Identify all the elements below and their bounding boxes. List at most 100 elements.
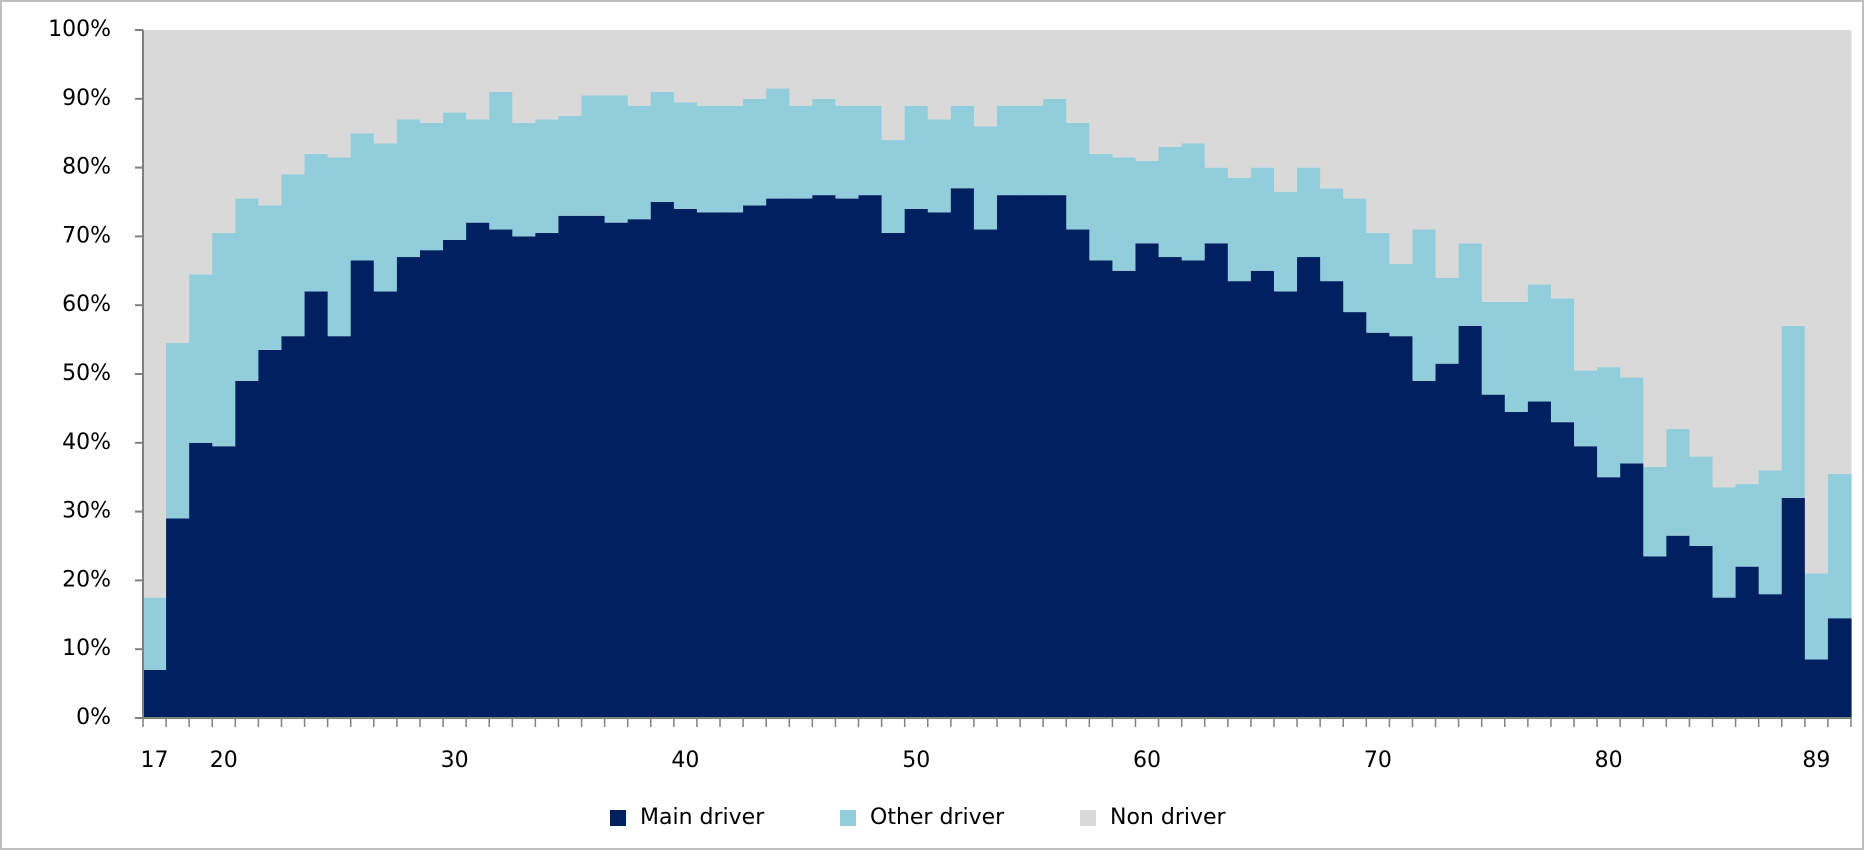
bar-segment (1804, 573, 1829, 660)
bar-segment (1435, 277, 1460, 364)
bar-segment (419, 122, 444, 251)
bar-segment (1550, 298, 1575, 423)
bar-segment (812, 98, 837, 196)
bar-segment (1666, 429, 1691, 536)
bar-segment (1574, 370, 1598, 447)
bar-segment (235, 198, 260, 381)
bar-segment (1435, 363, 1460, 718)
bar-segment (419, 250, 444, 718)
x-tick-label: 40 (671, 748, 699, 773)
bar-segment (973, 126, 998, 230)
bar-segment (1343, 198, 1367, 313)
bar-segment (1504, 301, 1529, 412)
bar-segment (1089, 260, 1114, 718)
y-tick-label: 30% (62, 499, 111, 524)
bar-segment (1135, 30, 1160, 161)
bar-segment (650, 91, 675, 202)
bar-segment (1758, 470, 1783, 595)
bar-segment (350, 30, 375, 134)
bar-segment (1643, 556, 1667, 718)
bar-segment (258, 349, 283, 718)
bar-segment (1758, 594, 1783, 718)
bar-segment (1620, 30, 1644, 378)
bar-segment (1620, 463, 1644, 718)
bar-segment (558, 30, 583, 116)
bar-segment (1227, 30, 1252, 178)
legend-label: Other driver (870, 805, 1005, 830)
bar-segment (1712, 30, 1737, 488)
bar-segment (1666, 30, 1691, 430)
bar-segment (835, 198, 860, 718)
bar-segment (350, 260, 375, 718)
bar-segment (350, 133, 375, 261)
bar-segment (1620, 377, 1644, 464)
bar-segment (1020, 30, 1044, 106)
bar-segment (512, 30, 536, 123)
bar-segment (766, 88, 790, 199)
bar-segment (1435, 30, 1460, 278)
bar-segment (1320, 30, 1344, 189)
bar-segment (1481, 301, 1506, 395)
bar-segment (1297, 167, 1321, 258)
bar-segment (1066, 30, 1090, 123)
bar-segment (604, 222, 629, 718)
bar-segment (143, 30, 167, 598)
legend-label: Non driver (1110, 805, 1227, 830)
bar-segment (1343, 312, 1367, 718)
bar-segment (1204, 243, 1229, 718)
bar-segment (1574, 30, 1598, 371)
bar-segment (604, 30, 629, 96)
bar-segment (1320, 188, 1344, 282)
x-tick-label: 50 (902, 748, 930, 773)
bar-segment (789, 198, 813, 718)
bar-segment (396, 30, 421, 120)
bar-segment (1527, 401, 1552, 718)
bar-segment (997, 105, 1021, 196)
bar-segment (166, 30, 190, 344)
bar-segment (1020, 195, 1044, 718)
bar-segment (535, 119, 560, 233)
bar-segment (1458, 30, 1483, 244)
bar-segment (858, 30, 883, 106)
bar-segment (1112, 157, 1137, 271)
y-tick-label: 40% (62, 430, 111, 455)
bar-segment (1135, 160, 1160, 244)
bar-segment (512, 236, 536, 718)
bar-segment (373, 30, 398, 144)
bar-segment (1158, 30, 1183, 147)
bar-segment (1158, 146, 1183, 258)
bar-segment (673, 208, 698, 718)
bar-segment (373, 291, 398, 718)
bar-segment (489, 229, 513, 718)
bar-segment (235, 30, 260, 199)
bar-segment (1181, 260, 1206, 718)
bar-segment (1273, 191, 1298, 292)
bar-segment (189, 30, 213, 275)
bar-segment (419, 30, 444, 123)
bar-segment (766, 30, 790, 89)
bar-segment (1366, 332, 1390, 718)
y-tick-label: 60% (62, 292, 111, 317)
bar-segment (1689, 456, 1714, 546)
bar-segment (650, 30, 675, 92)
bar-segment (1597, 477, 1621, 718)
bar-segment (1366, 30, 1390, 233)
bar-segment (789, 30, 813, 106)
bar-segment (1781, 30, 1806, 326)
bar-segment (304, 291, 329, 718)
bar-segment (604, 95, 629, 223)
bar-segment (1043, 195, 1067, 718)
bar-segment (1804, 30, 1829, 574)
bar-segment (1758, 30, 1783, 471)
bar-segment (835, 30, 860, 106)
bar-segment (281, 336, 306, 718)
bar-segment (166, 518, 190, 718)
bar-segment (189, 274, 213, 443)
bar-segment (581, 30, 606, 96)
bar-segment (1181, 143, 1206, 261)
bar-segment (1504, 411, 1529, 718)
bar-segment (1112, 30, 1137, 158)
bar-segment (304, 30, 329, 154)
bar-segment (143, 597, 167, 670)
